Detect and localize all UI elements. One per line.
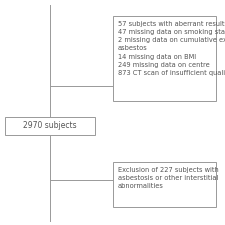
Text: 57 subjects with aberrant results of PFTs
47 missing data on smoking status
2 mi: 57 subjects with aberrant results of PFT… — [118, 21, 225, 76]
Bar — [112, 16, 216, 101]
Text: 2970 subjects: 2970 subjects — [23, 122, 76, 130]
Bar — [112, 162, 216, 207]
Text: Exclusion of 227 subjects with
asbestosis or other interstitial
abnormalities: Exclusion of 227 subjects with asbestosi… — [118, 167, 219, 189]
Bar — [4, 117, 94, 135]
